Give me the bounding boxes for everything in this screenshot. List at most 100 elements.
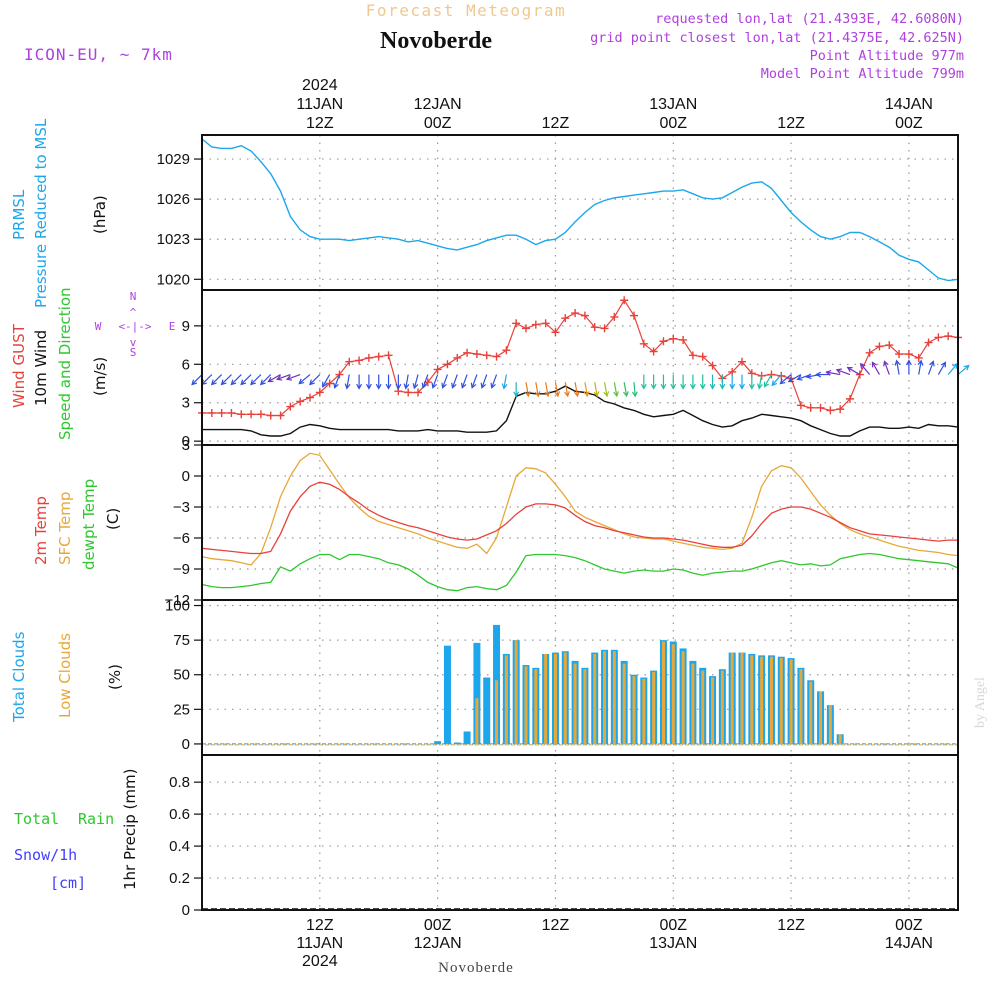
- wind-arrow-shaft: [836, 369, 851, 376]
- wind-arrow-shaft: [413, 374, 419, 389]
- gust-marker: [237, 410, 246, 419]
- bottom-time-label: 13JAN: [649, 935, 697, 952]
- ytick-label: 50: [173, 667, 190, 684]
- wind-arrow-shaft: [211, 374, 223, 385]
- wind-arrow-shaft: [268, 374, 281, 383]
- temp2m-line: [201, 481, 958, 555]
- wind-arrow-head: [431, 382, 437, 389]
- wind-arrow-head: [940, 361, 946, 368]
- wind-arrow-head: [421, 382, 428, 389]
- wind-arrow-shaft: [461, 374, 468, 388]
- wind-arrow-shaft: [918, 360, 922, 375]
- wind-arrow: [957, 364, 970, 376]
- gust-marker: [571, 309, 580, 318]
- wind-arrow: [501, 374, 508, 390]
- low-cloud-bar: [681, 651, 685, 744]
- ytick-label: −12: [165, 592, 190, 609]
- bottom-time-label: 00Z: [659, 917, 687, 934]
- low-cloud-bar: [691, 663, 695, 744]
- wind-arrow-head: [412, 383, 419, 390]
- bottom-time-label: 00Z: [424, 917, 452, 934]
- bottom-time-label: 11JAN: [296, 935, 343, 952]
- low-cloud-bar: [760, 656, 764, 744]
- wind-arrow-shaft: [277, 373, 291, 380]
- wind-arrow-shaft: [525, 382, 530, 397]
- wind-arrow: [631, 382, 638, 398]
- wind-arrow-head: [613, 391, 619, 398]
- gust-marker: [895, 350, 904, 359]
- wind-arrow-head: [230, 379, 237, 386]
- low-cloud-bar: [720, 670, 724, 744]
- top-time-label: 14JAN: [885, 96, 933, 113]
- wind-arrow-head: [250, 379, 256, 386]
- gust-marker: [374, 352, 383, 361]
- wind-arrow: [623, 382, 629, 398]
- gust-marker: [217, 408, 226, 417]
- wind-arrow-head: [871, 361, 878, 368]
- wind-arrow-head: [815, 371, 822, 378]
- wind-arrow: [276, 373, 291, 381]
- wind-arrow-shaft: [554, 382, 559, 397]
- bottom-time-label: 12Z: [306, 917, 334, 934]
- wind-arrow-head: [729, 383, 736, 390]
- wind-arrow: [927, 360, 935, 375]
- gust-label: Wind GUST: [10, 323, 28, 408]
- top-time-label: 12Z: [777, 115, 805, 132]
- wind-arrow-shaft: [405, 374, 409, 389]
- low-cloud-bar: [779, 658, 783, 744]
- ytick-label: 0.4: [169, 838, 190, 855]
- ytick-label: 0: [182, 468, 190, 485]
- wind-arrow: [403, 374, 410, 390]
- low-cloud-bar: [750, 655, 754, 744]
- prmsl-label: PRMSL: [10, 189, 28, 240]
- bottom-time-label: 14JAN: [885, 935, 933, 952]
- wind-arrow-head: [583, 391, 590, 398]
- precip-labels: Total Rain Snow/1h [cm] 1hr Precip (mm): [14, 769, 139, 892]
- gust-marker: [914, 353, 923, 362]
- wind-arrow-head: [835, 368, 842, 374]
- wind-arrow-shaft: [594, 382, 598, 397]
- wind-arrow: [365, 374, 372, 390]
- gust-marker: [875, 342, 884, 351]
- low-cloud-bar: [504, 655, 508, 744]
- wind-arrow: [385, 374, 392, 390]
- low-cloud-bar: [544, 653, 548, 744]
- low-cloud-bar: [603, 651, 607, 744]
- compass-north: N: [130, 290, 137, 303]
- wind-arrow: [709, 374, 716, 390]
- wind-arrow-head: [403, 383, 410, 390]
- wind-arrow: [344, 374, 351, 390]
- wind-arrow-shaft: [250, 374, 262, 385]
- wind-arrow-shaft: [896, 360, 900, 375]
- wind-arrow-shaft: [346, 374, 350, 389]
- wind-arrow-shaft: [883, 361, 890, 375]
- top-time-label: 2024: [302, 77, 338, 94]
- wind-arrow-shaft: [545, 382, 549, 397]
- wind-arrow: [298, 374, 311, 385]
- wind-arrow-shaft: [201, 374, 213, 385]
- gust-marker: [738, 357, 746, 366]
- top-time-label: 00Z: [424, 115, 452, 132]
- gust-marker: [610, 312, 619, 321]
- wind-arrow-head: [917, 359, 924, 366]
- ytick-label: 3: [182, 437, 190, 454]
- wind-arrow-head: [490, 382, 496, 389]
- panel-frame: [201, 599, 959, 756]
- gust-marker: [708, 361, 717, 370]
- wind-arrow-shaft: [230, 374, 242, 385]
- low-cloud-bar: [652, 671, 656, 744]
- compass-west: W: [95, 320, 102, 333]
- gust-marker: [777, 371, 786, 380]
- wind-arrow: [825, 369, 841, 376]
- wind-arrow: [210, 374, 223, 386]
- gust-marker: [688, 351, 697, 360]
- ytick-label: −3: [173, 499, 190, 516]
- wind-arrow-shaft: [451, 374, 458, 388]
- low-cloud-bar: [819, 691, 823, 744]
- wind-arrow-head: [309, 379, 315, 386]
- wind-arrow-head: [441, 382, 447, 389]
- top-time-label: 00Z: [659, 115, 687, 132]
- wind-arrow-shaft: [260, 374, 272, 385]
- wind-arrow: [640, 374, 647, 390]
